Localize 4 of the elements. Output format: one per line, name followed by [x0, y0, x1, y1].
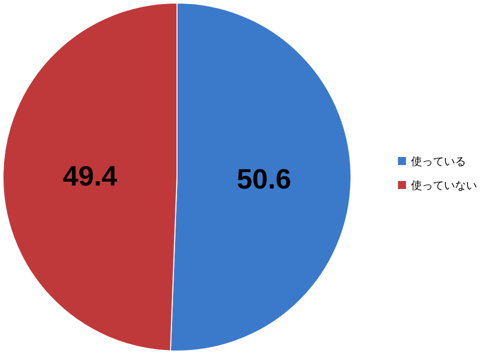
data-label: 49.4 [62, 160, 118, 192]
legend-label: 使っている [411, 156, 466, 168]
data-label: 50.6 [236, 164, 292, 195]
legend-label: 使っていない [411, 180, 477, 192]
